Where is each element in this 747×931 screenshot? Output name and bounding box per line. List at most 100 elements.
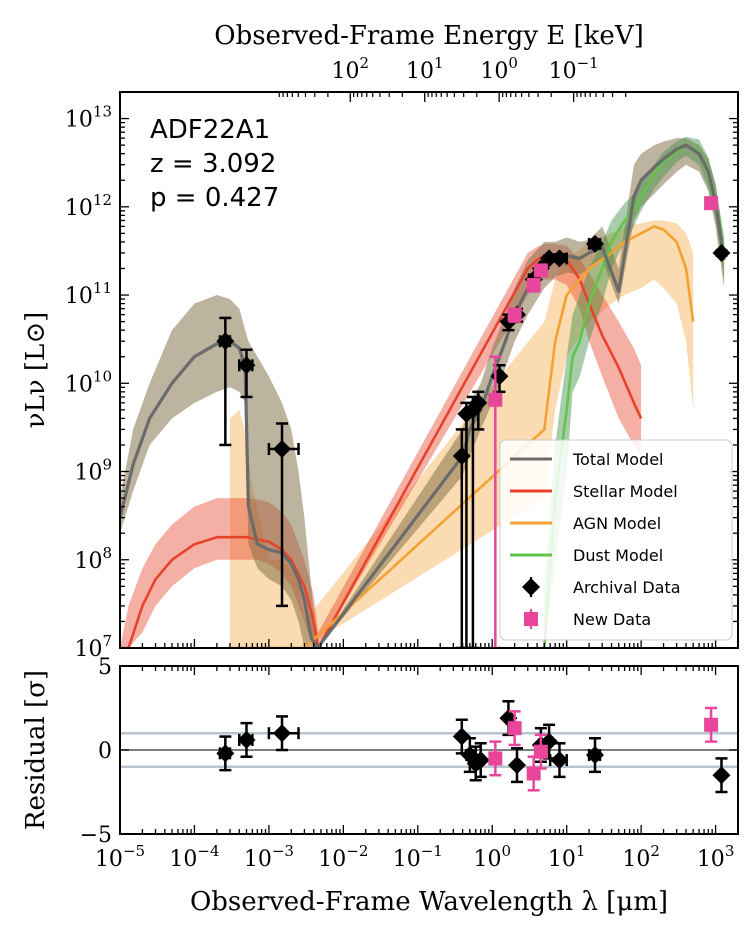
axis-labels: Observed-Frame Wavelength λ [μm] Observed… bbox=[21, 21, 668, 917]
x-tick-label-1-base: 10 bbox=[169, 847, 197, 872]
x-tick-label-3-base: 10 bbox=[318, 847, 346, 872]
res-y-tick-label-0: 5 bbox=[98, 655, 112, 680]
archival-point-13 bbox=[550, 249, 569, 268]
residual-archival-8 bbox=[507, 756, 526, 775]
archival-point-2 bbox=[273, 439, 292, 458]
legend-label-dust-model: Dust Model bbox=[573, 546, 663, 565]
y-tick-label-1: 108 bbox=[74, 544, 112, 574]
y-tick-label-6: 1013 bbox=[65, 103, 112, 133]
legend-swatch-archival bbox=[522, 578, 540, 596]
new-point-3 bbox=[533, 263, 548, 278]
main-data-points bbox=[216, 196, 731, 648]
x-tick-label-7: 102 bbox=[622, 842, 660, 872]
x-tick-label-7-base: 10 bbox=[622, 847, 650, 872]
top-tick-label-1-base: 10 bbox=[406, 59, 434, 84]
top-tick-label-1-exp: 1 bbox=[434, 54, 444, 72]
top-tick-label-0: 102 bbox=[332, 54, 370, 84]
y-tick-label-4: 1011 bbox=[65, 279, 112, 309]
y-tick-label-6-base: 10 bbox=[65, 108, 93, 133]
residual-new-3 bbox=[533, 744, 548, 759]
new-point-2 bbox=[526, 277, 541, 292]
residual-new-1 bbox=[507, 721, 522, 736]
x-tick-label-6-exp: 1 bbox=[576, 842, 586, 860]
residual-archival-1 bbox=[237, 730, 256, 749]
res-y-tick-label-1: 0 bbox=[98, 739, 112, 764]
total-model-band bbox=[120, 138, 725, 648]
y-tick-label-6-exp: 13 bbox=[93, 103, 112, 121]
y-tick-label-0-exp: 7 bbox=[102, 632, 112, 650]
y-tick-label-2: 109 bbox=[74, 456, 112, 486]
archival-point-6 bbox=[469, 393, 488, 412]
residual-archival-0 bbox=[216, 744, 235, 763]
total-model-line bbox=[120, 143, 726, 648]
residual-archival-2 bbox=[273, 724, 292, 743]
y-axis-title-residual: Residual [σ] bbox=[21, 670, 51, 830]
main-model-lines bbox=[120, 143, 726, 648]
x-tick-label-1: 10−4 bbox=[169, 842, 219, 872]
residual-archival-6 bbox=[471, 751, 490, 770]
x-tick-label-5-exp: 0 bbox=[501, 842, 511, 860]
top-tick-label-3-exp: −1 bbox=[577, 54, 599, 72]
legend: Total Model Stellar Model AGN Model Dust Mo… bbox=[499, 439, 733, 641]
y-tick-label-0: 107 bbox=[74, 632, 112, 662]
y-tick-label-3-base: 10 bbox=[65, 372, 93, 397]
new-point-1 bbox=[507, 307, 522, 322]
residual-archival-13 bbox=[712, 766, 731, 785]
top-tick-label-2-exp: 0 bbox=[508, 54, 518, 72]
residual-data-points bbox=[216, 700, 731, 794]
top-tick-label-3: 10−1 bbox=[549, 54, 599, 84]
residual-archival-12 bbox=[585, 746, 604, 765]
x-tick-label-4: 10−1 bbox=[393, 842, 443, 872]
source-name: ADF22A1 bbox=[150, 115, 270, 145]
residual-reference-lines bbox=[120, 731, 738, 769]
y-tick-label-3: 1010 bbox=[65, 367, 112, 397]
y-tick-label-4-base: 10 bbox=[65, 284, 93, 309]
res-y-tick-label-2: −5 bbox=[80, 823, 112, 848]
x-tick-label-6: 101 bbox=[548, 842, 586, 872]
x-tick-label-0-exp: −5 bbox=[123, 842, 145, 860]
y-tick-label-0-base: 10 bbox=[74, 637, 102, 662]
legend-box bbox=[499, 439, 733, 641]
residual-archival-11 bbox=[550, 751, 569, 770]
source-pvalue: p = 0.427 bbox=[150, 183, 279, 213]
y-tick-label-5: 1012 bbox=[65, 191, 112, 221]
x-tick-label-0-base: 10 bbox=[95, 847, 123, 872]
x-tick-label-8-exp: 3 bbox=[725, 842, 735, 860]
x-tick-label-2-exp: −3 bbox=[272, 842, 294, 860]
archival-point-15 bbox=[712, 243, 731, 262]
top-tick-label-0-exp: 2 bbox=[360, 54, 370, 72]
stellar-model-line bbox=[120, 254, 643, 648]
x-tick-label-4-exp: −1 bbox=[421, 842, 443, 860]
y-tick-label-1-base: 10 bbox=[74, 549, 102, 574]
residual-new-2 bbox=[526, 766, 541, 781]
archival-point-14 bbox=[585, 234, 604, 253]
legend-label-new-data: New Data bbox=[573, 610, 651, 629]
x-tick-label-5-base: 10 bbox=[473, 847, 501, 872]
y-axis-title-main: νLν [L⊙] bbox=[21, 312, 51, 428]
x-tick-label-7-exp: 2 bbox=[650, 842, 660, 860]
legend-label-stellar-model: Stellar Model bbox=[573, 482, 678, 501]
x-tick-label-3: 10−2 bbox=[318, 842, 368, 872]
archival-point-1 bbox=[237, 356, 256, 375]
new-point-4 bbox=[704, 196, 719, 211]
legend-label-total-model: Total Model bbox=[572, 450, 664, 469]
source-annotation: ADF22A1 z = 3.092 p = 0.427 bbox=[150, 115, 279, 213]
y-tick-label-2-base: 10 bbox=[74, 461, 102, 486]
top-tick-label-3-base: 10 bbox=[549, 59, 577, 84]
y-tick-label-4-exp: 11 bbox=[93, 279, 112, 297]
x-tick-label-0: 10−5 bbox=[95, 842, 145, 872]
residual-new-4 bbox=[704, 717, 719, 732]
y-tick-label-1-exp: 8 bbox=[102, 544, 112, 562]
y-tick-label-2-exp: 9 bbox=[102, 456, 112, 474]
x-tick-label-5: 100 bbox=[473, 842, 511, 872]
y-tick-label-3-exp: 10 bbox=[93, 367, 112, 385]
source-redshift: z = 3.092 bbox=[150, 149, 276, 179]
top-tick-label-0-base: 10 bbox=[332, 59, 360, 84]
x-axis-title: Observed-Frame Wavelength λ [μm] bbox=[190, 887, 668, 917]
x-tick-label-8-base: 10 bbox=[697, 847, 725, 872]
residual-new-0 bbox=[488, 751, 503, 766]
legend-label-agn-model: AGN Model bbox=[573, 514, 661, 533]
x-tick-label-3-exp: −2 bbox=[346, 842, 368, 860]
